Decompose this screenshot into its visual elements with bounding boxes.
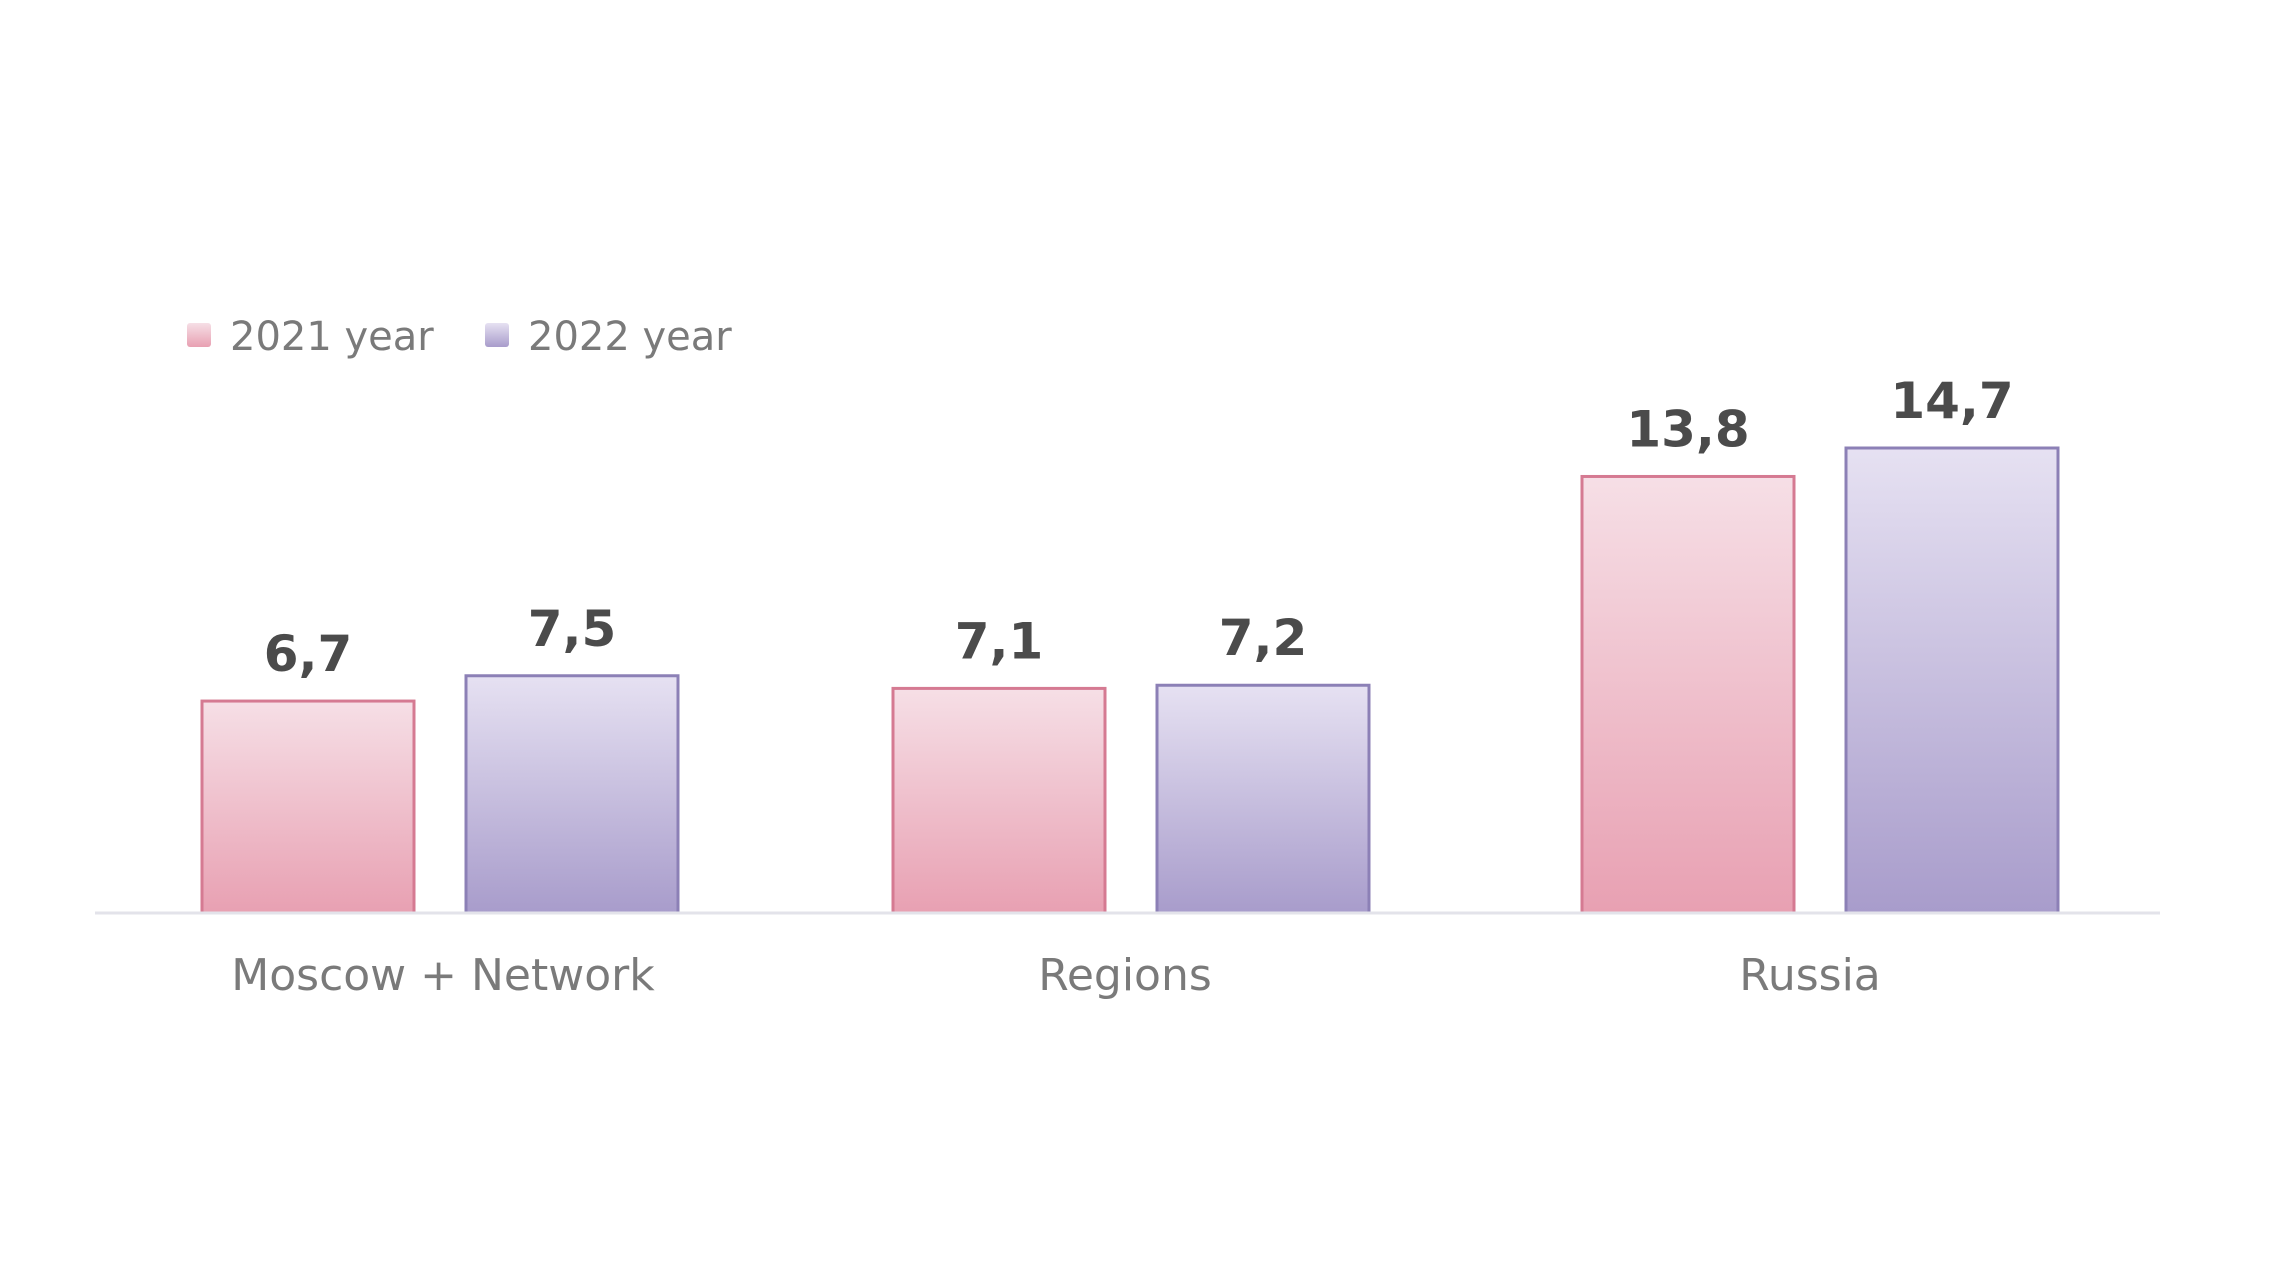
- value-label-regions-2021: 7,1: [955, 612, 1044, 670]
- category-labels: Moscow + Network Regions Russia: [231, 950, 1881, 1001]
- legend-label-2022: 2022 year: [528, 314, 732, 360]
- category-label-russia: Russia: [1739, 950, 1881, 1001]
- legend-label-2021: 2021 year: [230, 314, 434, 360]
- value-label-moscow-network-2021: 6,7: [264, 625, 353, 683]
- bar-russia-2021: [1580, 474, 1796, 915]
- bar-regions-2021: [891, 686, 1107, 915]
- legend: 2021 year 2022 year: [187, 314, 732, 360]
- legend-swatch-2022: [485, 323, 509, 347]
- value-label-russia-2022: 14,7: [1890, 372, 2013, 430]
- value-labels-layer: 6,7 7,5 7,1 7,2 13,8 14,7: [264, 372, 2014, 683]
- value-label-regions-2022: 7,2: [1219, 609, 1308, 667]
- bar-regions-2022: [1155, 683, 1371, 915]
- value-label-russia-2021: 13,8: [1626, 400, 1749, 458]
- bars-layer: [200, 446, 2060, 915]
- bar-russia-2022: [1844, 446, 2060, 915]
- legend-swatch-2021: [187, 323, 211, 347]
- bar-moscow-network-2022: [464, 674, 680, 915]
- category-label-moscow-network: Moscow + Network: [231, 950, 655, 1001]
- value-label-moscow-network-2022: 7,5: [528, 600, 617, 658]
- bar-moscow-network-2021: [200, 699, 416, 915]
- category-label-regions: Regions: [1038, 950, 1212, 1001]
